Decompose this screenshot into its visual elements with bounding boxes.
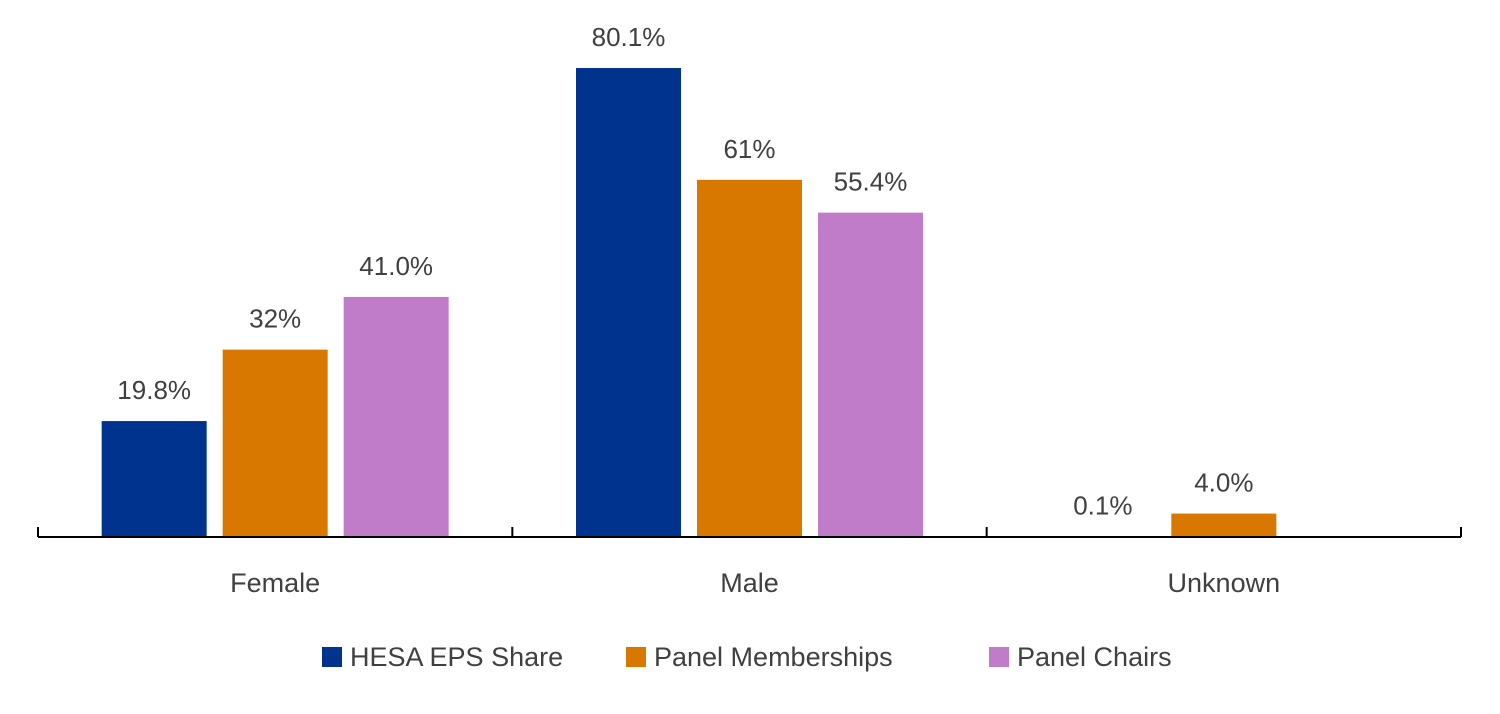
data-labels-group: 19.8% 32% 41.0% 80.1% 61% 55.4% 0.1% 4.0% bbox=[117, 22, 1253, 520]
legend-swatch bbox=[322, 647, 342, 667]
x-tick-label: Male bbox=[720, 568, 779, 598]
legend-swatch bbox=[989, 647, 1009, 667]
bar-unknown-panel-memberships bbox=[1171, 513, 1277, 537]
data-label: 4.0% bbox=[1194, 468, 1253, 498]
legend-label: Panel Memberships bbox=[654, 642, 893, 672]
data-label: 80.1% bbox=[592, 22, 666, 52]
bar-female-hesa-eps-share bbox=[101, 421, 207, 537]
x-tick-label: Female bbox=[230, 568, 320, 598]
bar-male-panel-chairs bbox=[818, 212, 923, 537]
data-label: 55.4% bbox=[834, 167, 908, 197]
bar-female-panel-memberships bbox=[222, 349, 328, 537]
legend-label: Panel Chairs bbox=[1017, 642, 1172, 672]
x-tick-label: Unknown bbox=[1168, 568, 1281, 598]
data-label: 61% bbox=[723, 134, 775, 164]
legend-label: HESA EPS Share bbox=[350, 642, 563, 672]
bars-group bbox=[101, 68, 1277, 538]
bar-male-panel-memberships bbox=[697, 179, 802, 537]
data-label: 32% bbox=[249, 304, 301, 334]
data-label: 0.1% bbox=[1073, 490, 1132, 520]
data-label: 19.8% bbox=[117, 375, 191, 405]
bar-male-hesa-eps-share bbox=[576, 68, 681, 538]
legend-swatch bbox=[626, 647, 646, 667]
legend: HESA EPS Share Panel Memberships Panel Cha… bbox=[322, 642, 1172, 672]
x-axis: Female Male Unknown bbox=[37, 527, 1462, 598]
bar-female-panel-chairs bbox=[343, 296, 449, 537]
data-label: 41.0% bbox=[359, 251, 433, 281]
